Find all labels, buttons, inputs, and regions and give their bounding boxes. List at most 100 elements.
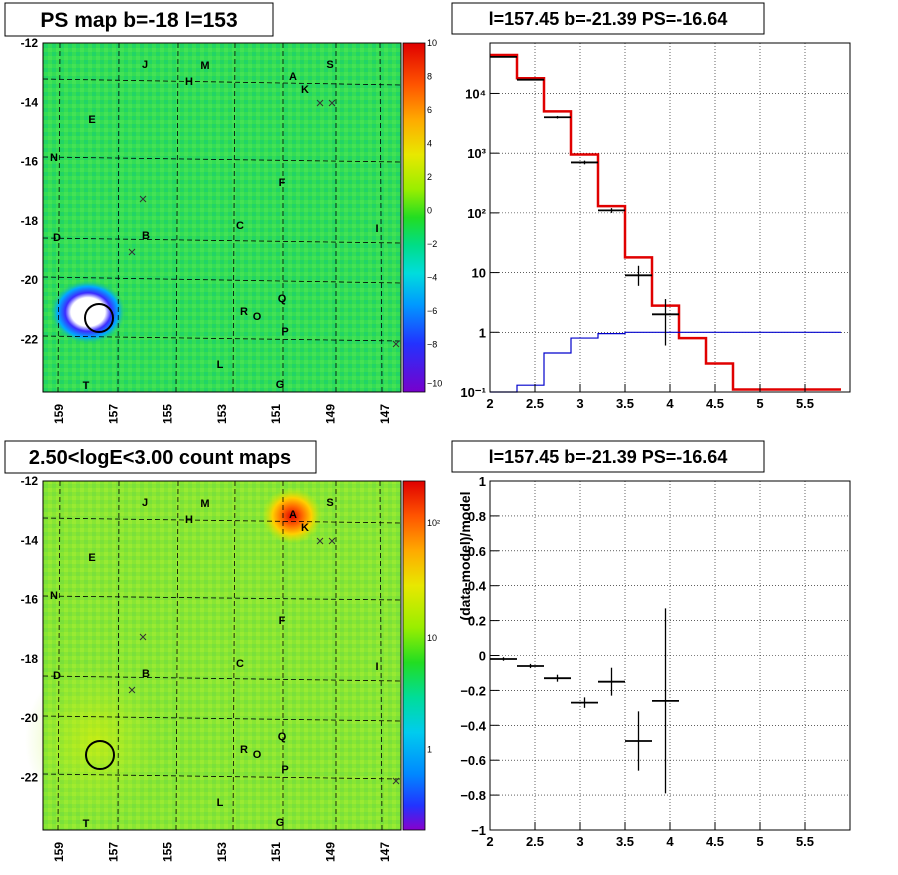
- top-map-x-tick-label: 153: [215, 404, 229, 424]
- spectrum-step-line: [490, 331, 841, 393]
- bottom-map-cross-markers: [128, 537, 400, 785]
- bottom-map-x-tick-label: 149: [324, 842, 338, 862]
- residual-x-tick-label: 5.5: [796, 834, 814, 849]
- residual-x-tick-label: 2: [486, 834, 493, 849]
- top-map-y-tick-label: -12: [21, 36, 39, 50]
- residual-x-tick-label: 3.5: [616, 834, 634, 849]
- top-map-source-label: O: [253, 311, 262, 323]
- top-map-source-label: I: [375, 223, 378, 235]
- spectrum-data-point: [598, 208, 625, 213]
- residual-panel: 2 2.5 3 3.5 4 4.5 5 5.5 1 0.8 0.6 0.4 0.2 0 −0.2 −0.4 −…: [451, 440, 851, 849]
- bottom-map-panel: -12 -14 -16 -18 -20 -22 159 157 155 153 151 149 147…: [4, 440, 440, 862]
- top-map-source-label: Q: [278, 293, 287, 305]
- top-map-colorbar-tick-label: 8: [427, 72, 432, 82]
- spectrum-step-line: [490, 53, 841, 391]
- bottom-map-y-tick-label: -20: [21, 711, 39, 725]
- residual-y-tick-label: 1: [479, 474, 486, 489]
- spectrum-y-tick-label: 10²: [467, 206, 486, 221]
- spectrum-y-tick-label: 10⁴: [465, 86, 486, 101]
- top-map-x-tick-label: 159: [52, 404, 66, 424]
- bottom-map-frame: [42, 480, 402, 831]
- top-map-source-label: J: [142, 59, 148, 71]
- top-map-title-box: PS map b=-18 l=153: [4, 2, 274, 37]
- top-map-cross-markers: [128, 99, 400, 348]
- spectrum-y-tick-label: 10⁻¹: [460, 385, 486, 400]
- top-map-source-label: L: [217, 359, 224, 371]
- bottom-map-source-label: I: [375, 661, 378, 673]
- top-map-colorbar-ticks: 10 8 6 4 2 0 −2 −4 −6 −8 −10: [427, 38, 442, 388]
- residual-y-tick-label: −0.6: [460, 753, 486, 768]
- bottom-map-colorbar-tick-label: 10²: [427, 518, 440, 528]
- bottom-map-y-tick-label: -22: [21, 771, 39, 785]
- bottom-map-x-tick-label: 151: [269, 842, 283, 862]
- spectrum-y-ticks: 10⁻¹ 1 10 10² 10³ 10⁴: [460, 86, 499, 400]
- spectrum-data-point: [652, 299, 679, 346]
- top-map-colorbar: [402, 42, 426, 393]
- top-map-target-circle: [84, 303, 114, 333]
- residual-y-tick-label: 0.4: [468, 579, 487, 594]
- top-map-source-label: H: [185, 76, 193, 88]
- residual-data-point: [544, 674, 571, 682]
- bottom-map-source-label: R: [240, 744, 248, 756]
- bottom-map-glow: [25, 660, 165, 820]
- bottom-map-x-ticks: 159 157 155 153 151 149 147: [52, 842, 392, 862]
- top-map-source-label: B: [142, 230, 150, 242]
- top-map-y-tick-label: -14: [21, 95, 39, 109]
- residual-y-tick-label: −0.2: [460, 683, 486, 698]
- spectrum-x-tick-label: 5: [756, 396, 763, 411]
- bottom-map-source-label: S: [326, 497, 333, 509]
- residual-grid: [490, 481, 850, 830]
- spectrum-title: l=157.45 b=-21.39 PS=-16.64: [489, 9, 728, 29]
- top-map-hotspot: [50, 280, 126, 344]
- top-map-x-tick-label: 147: [378, 404, 392, 424]
- top-map-y-tick-label: -20: [21, 273, 39, 287]
- residual-x-tick-label: 2.5: [526, 834, 544, 849]
- residual-y-tick-label: −0.8: [460, 788, 486, 803]
- top-map-x-ticks: 159 157 155 153 151 149 147: [52, 404, 392, 424]
- top-map-source-label: S: [326, 59, 333, 71]
- spectrum-y-tick-label: 10³: [467, 146, 486, 161]
- bottom-map-source-label: J: [142, 497, 148, 509]
- bottom-map-colorbar-tick-label: 1: [427, 745, 432, 755]
- spectrum-x-tick-label: 4.5: [706, 396, 724, 411]
- spectrum-panel: 2 2.5 3 3.5 4 4.5 5 5.5 10⁻¹ 1 10 10² 10³ 10⁴ l=157.…: [451, 2, 851, 411]
- bottom-map-y-tick-label: -18: [21, 652, 39, 666]
- bottom-map-colorbar: [402, 480, 426, 831]
- spectrum-x-tick-label: 5.5: [796, 396, 814, 411]
- spectrum-title-box: l=157.45 b=-21.39 PS=-16.64: [451, 2, 765, 35]
- top-map-x-tick-label: 151: [269, 404, 283, 424]
- bottom-map-source-label: T: [83, 818, 90, 830]
- top-map-colorbar-tick-label: 6: [427, 105, 432, 115]
- top-map-source-label: N: [50, 152, 58, 164]
- bottom-map-target-circle: [85, 740, 115, 770]
- residual-x-tick-label: 4.5: [706, 834, 724, 849]
- residual-data-point: [598, 667, 625, 696]
- top-map-source-label: P: [281, 326, 288, 338]
- bottom-map-source-label: G: [276, 817, 285, 829]
- residual-x-ticks: 2 2.5 3 3.5 4 4.5 5 5.5: [486, 822, 814, 849]
- bottom-map-title-box: 2.50<logE<3.00 count maps: [4, 440, 317, 474]
- top-map-colorbar-tick-label: 0: [427, 206, 432, 216]
- bottom-map-x-tick-label: 157: [106, 842, 120, 862]
- residual-y-axis-label: (data-model)/model: [457, 491, 473, 620]
- top-map-panel: -12 -14 -16 -18 -20 -22 159 157 155 153 151 149 147…: [4, 2, 442, 424]
- spectrum-x-tick-label: 2.5: [526, 396, 544, 411]
- bottom-map-colorbar-ticks: 10² 10 1: [427, 518, 440, 755]
- top-map-source-label: E: [88, 114, 95, 126]
- top-map-colorbar-tick-label: −6: [427, 306, 437, 316]
- top-map-source-label: G: [276, 379, 285, 391]
- bottom-map-x-tick-label: 155: [161, 842, 175, 862]
- residual-x-tick-label: 5: [756, 834, 763, 849]
- residual-title-box: l=157.45 b=-21.39 PS=-16.64: [451, 440, 765, 473]
- residual-x-tick-label: 4: [666, 834, 674, 849]
- residual-x-tick-label: 3: [576, 834, 583, 849]
- residual-y-tick-label: 0.8: [468, 509, 486, 524]
- bottom-map-source-label: P: [281, 764, 288, 776]
- residual-series: [490, 608, 679, 794]
- bottom-map-source-label: H: [185, 514, 193, 526]
- spectrum-y-tick-label: 10: [472, 266, 486, 281]
- bottom-map-source-label: E: [88, 552, 95, 564]
- spectrum-x-tick-label: 3: [576, 396, 583, 411]
- bottom-map-colorbar-tick-label: 10: [427, 633, 437, 643]
- bottom-map-source-label: Q: [278, 731, 287, 743]
